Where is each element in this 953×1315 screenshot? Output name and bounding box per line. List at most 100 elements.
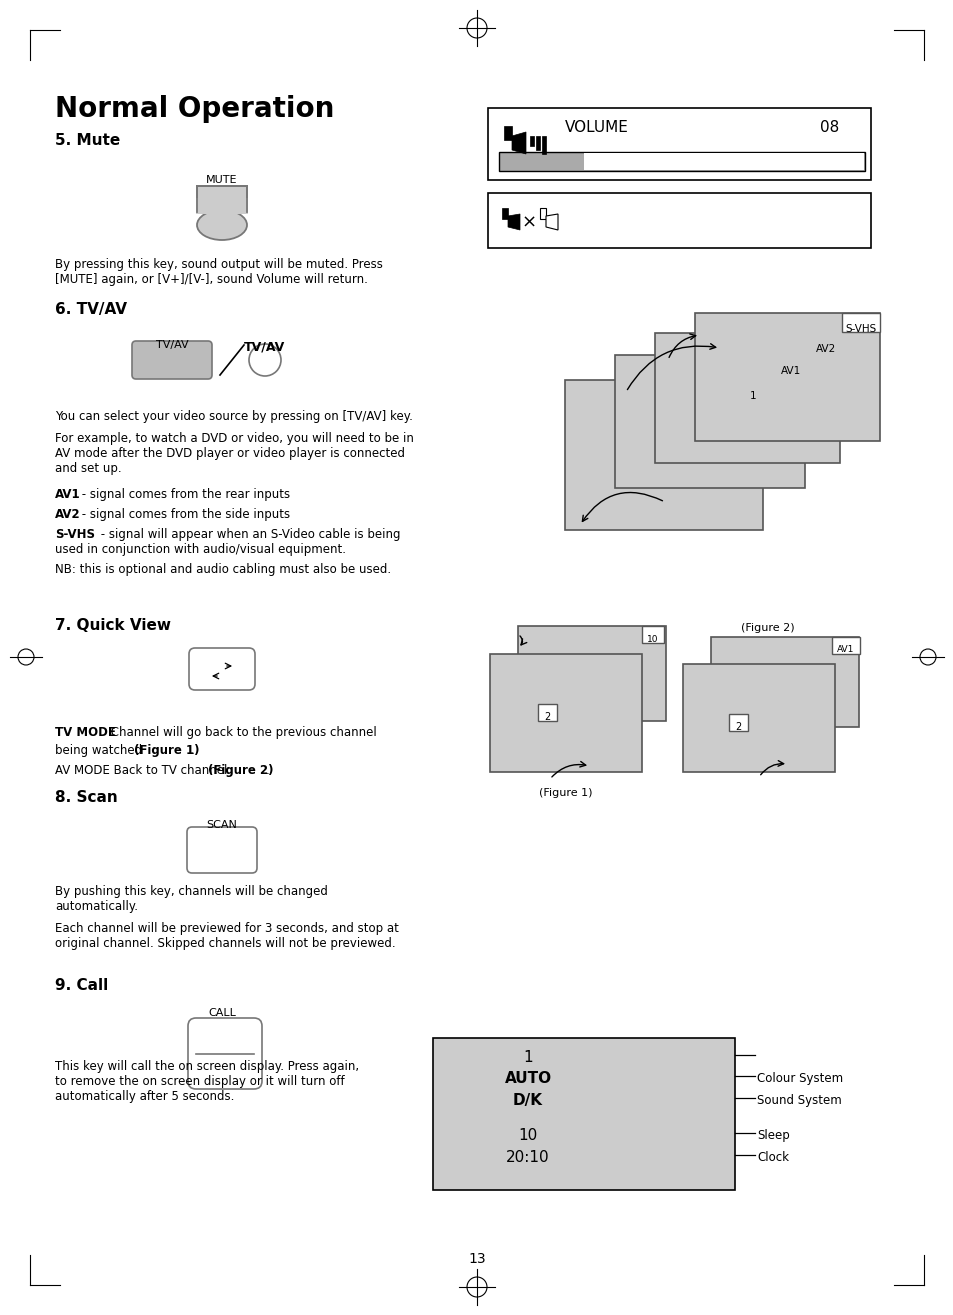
- Text: Sleep: Sleep: [757, 1130, 789, 1141]
- Text: AV MODE Back to TV channel: AV MODE Back to TV channel: [55, 764, 231, 777]
- Polygon shape: [512, 132, 525, 154]
- Text: 1: 1: [749, 391, 756, 401]
- FancyBboxPatch shape: [811, 333, 840, 352]
- Text: used in conjunction with audio/visual equipment.: used in conjunction with audio/visual eq…: [55, 543, 346, 556]
- Text: Sound System: Sound System: [757, 1094, 841, 1107]
- FancyBboxPatch shape: [776, 355, 804, 373]
- FancyBboxPatch shape: [433, 1038, 734, 1190]
- Text: 6. TV/AV: 6. TV/AV: [55, 302, 127, 317]
- Text: 8. Scan: 8. Scan: [55, 790, 117, 805]
- FancyBboxPatch shape: [195, 199, 248, 214]
- FancyBboxPatch shape: [132, 341, 212, 379]
- FancyBboxPatch shape: [655, 333, 840, 463]
- FancyBboxPatch shape: [583, 153, 863, 170]
- FancyBboxPatch shape: [841, 313, 879, 331]
- FancyBboxPatch shape: [682, 664, 834, 772]
- Text: automatically after 5 seconds.: automatically after 5 seconds.: [55, 1090, 234, 1103]
- Text: AV1: AV1: [837, 644, 854, 654]
- Text: (Figure 2): (Figure 2): [208, 764, 274, 777]
- Text: VOLUME: VOLUME: [564, 120, 628, 135]
- Text: NB: this is optional and audio cabling must also be used.: NB: this is optional and audio cabling m…: [55, 563, 391, 576]
- Text: original channel. Skipped channels will not be previewed.: original channel. Skipped channels will …: [55, 938, 395, 949]
- Text: TV/AV: TV/AV: [244, 341, 285, 352]
- FancyBboxPatch shape: [517, 626, 665, 721]
- Text: TV MODE: TV MODE: [55, 726, 115, 739]
- Text: 2: 2: [543, 711, 550, 722]
- Text: to remove the on screen display or it will turn off: to remove the on screen display or it wi…: [55, 1074, 344, 1088]
- Text: CALL: CALL: [208, 1009, 235, 1018]
- Text: 13: 13: [468, 1252, 485, 1266]
- FancyBboxPatch shape: [196, 185, 247, 212]
- Text: .: .: [266, 764, 270, 777]
- Text: 2: 2: [734, 722, 740, 732]
- FancyBboxPatch shape: [488, 108, 870, 180]
- Text: AV1: AV1: [55, 488, 81, 501]
- FancyBboxPatch shape: [831, 636, 859, 654]
- Text: You can select your video source by pressing on [TV/AV] key.: You can select your video source by pres…: [55, 410, 413, 423]
- Text: (Figure 1): (Figure 1): [538, 788, 592, 798]
- Text: S-VHS: S-VHS: [844, 323, 876, 334]
- FancyBboxPatch shape: [503, 126, 512, 139]
- FancyBboxPatch shape: [564, 380, 762, 530]
- FancyBboxPatch shape: [187, 827, 256, 873]
- Text: AUTO: AUTO: [504, 1070, 551, 1086]
- FancyBboxPatch shape: [193, 1028, 255, 1056]
- Text: D/K: D/K: [513, 1093, 542, 1109]
- Text: 08: 08: [820, 120, 839, 135]
- FancyBboxPatch shape: [728, 714, 747, 731]
- Text: 10: 10: [646, 635, 659, 644]
- Text: (Figure 2): (Figure 2): [740, 623, 794, 633]
- FancyBboxPatch shape: [536, 135, 539, 150]
- Text: SCAN: SCAN: [207, 821, 237, 830]
- Text: being watched: being watched: [55, 744, 146, 757]
- Text: AV2: AV2: [815, 345, 835, 354]
- Text: 1: 1: [522, 1049, 533, 1065]
- Text: 20:10: 20:10: [506, 1151, 549, 1165]
- Polygon shape: [507, 214, 519, 230]
- Ellipse shape: [196, 210, 247, 241]
- Text: - signal comes from the side inputs: - signal comes from the side inputs: [78, 508, 290, 521]
- FancyBboxPatch shape: [641, 626, 663, 643]
- Text: ×: ×: [521, 214, 537, 231]
- Text: AV2: AV2: [55, 508, 81, 521]
- Text: Normal Operation: Normal Operation: [55, 95, 334, 124]
- Text: .: .: [191, 744, 194, 757]
- Text: MUTE: MUTE: [206, 175, 237, 185]
- FancyBboxPatch shape: [189, 648, 254, 690]
- FancyBboxPatch shape: [541, 135, 545, 154]
- Text: and set up.: and set up.: [55, 462, 121, 475]
- FancyBboxPatch shape: [695, 313, 879, 441]
- Text: By pressing this key, sound output will be muted. Press: By pressing this key, sound output will …: [55, 258, 382, 271]
- FancyBboxPatch shape: [742, 380, 762, 398]
- Text: 7. Quick View: 7. Quick View: [55, 618, 171, 633]
- Text: This key will call the on screen display. Press again,: This key will call the on screen display…: [55, 1060, 358, 1073]
- FancyBboxPatch shape: [488, 193, 870, 249]
- Text: Colour System: Colour System: [757, 1072, 842, 1085]
- Text: For example, to watch a DVD or video, you will need to be in: For example, to watch a DVD or video, yo…: [55, 433, 414, 444]
- Text: Channel will go back to the previous channel: Channel will go back to the previous cha…: [107, 726, 376, 739]
- FancyBboxPatch shape: [615, 355, 804, 488]
- FancyBboxPatch shape: [530, 135, 534, 146]
- Text: S-VHS: S-VHS: [55, 529, 95, 540]
- Text: Clock: Clock: [757, 1151, 788, 1164]
- Text: - signal comes from the rear inputs: - signal comes from the rear inputs: [78, 488, 290, 501]
- Text: 9. Call: 9. Call: [55, 978, 108, 993]
- FancyBboxPatch shape: [501, 208, 507, 220]
- FancyBboxPatch shape: [539, 208, 545, 220]
- Text: automatically.: automatically.: [55, 899, 138, 913]
- FancyBboxPatch shape: [498, 153, 864, 171]
- Text: AV1: AV1: [781, 366, 801, 376]
- Text: - signal will appear when an S-Video cable is being: - signal will appear when an S-Video cab…: [97, 529, 400, 540]
- FancyBboxPatch shape: [537, 704, 557, 721]
- Text: [MUTE] again, or [V+]/[V-], sound Volume will return.: [MUTE] again, or [V+]/[V-], sound Volume…: [55, 274, 368, 285]
- Text: 5. Mute: 5. Mute: [55, 133, 120, 149]
- FancyBboxPatch shape: [188, 1018, 262, 1089]
- FancyBboxPatch shape: [710, 636, 858, 727]
- Text: 10: 10: [517, 1128, 537, 1143]
- Polygon shape: [545, 214, 558, 230]
- Text: Each channel will be previewed for 3 seconds, and stop at: Each channel will be previewed for 3 sec…: [55, 922, 398, 935]
- FancyBboxPatch shape: [490, 654, 641, 772]
- Text: TV/AV: TV/AV: [155, 341, 188, 350]
- Text: By pushing this key, channels will be changed: By pushing this key, channels will be ch…: [55, 885, 328, 898]
- Text: AV mode after the DVD player or video player is connected: AV mode after the DVD player or video pl…: [55, 447, 405, 460]
